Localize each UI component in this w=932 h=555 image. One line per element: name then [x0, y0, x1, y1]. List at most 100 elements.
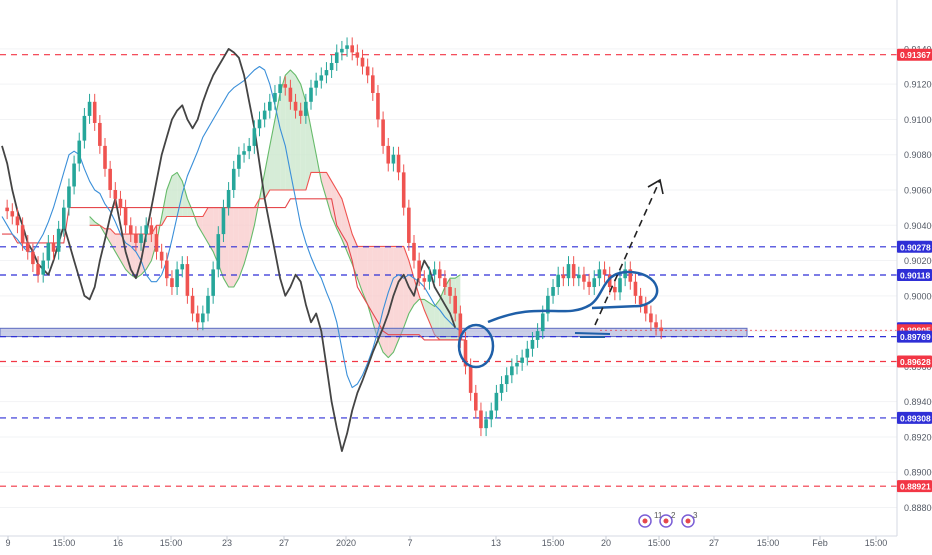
candle-body [221, 207, 226, 235]
price-badge-label: 0.90278 [900, 242, 931, 252]
forecast-path[interactable] [594, 179, 661, 326]
price-badge [897, 411, 932, 424]
candle-body [582, 274, 586, 282]
candle-body [437, 269, 442, 279]
candle-body [345, 45, 349, 49]
drawings [457, 178, 664, 369]
candle-body [365, 66, 370, 76]
candle-body [62, 207, 66, 229]
candle-body [530, 339, 535, 349]
candle-body [20, 225, 25, 243]
candle-body [278, 84, 282, 93]
candle-body [535, 331, 540, 340]
flag-event-dot-icon [663, 518, 669, 524]
candle-body [607, 274, 612, 288]
x-tick-label: 16 [113, 538, 123, 548]
candle-body [226, 190, 231, 208]
candle-body [334, 52, 339, 63]
wave-annotation[interactable] [487, 270, 659, 324]
candle-body [165, 260, 169, 279]
candle-body [159, 251, 164, 261]
candle-body [268, 101, 272, 111]
candle-body [98, 122, 102, 146]
candle-body [448, 287, 452, 296]
candle-body [407, 207, 411, 243]
candle-body [628, 269, 633, 282]
candle-body [489, 410, 494, 420]
cloud-segment [197, 216, 203, 235]
candle-body [654, 322, 658, 328]
candle-body [556, 274, 560, 288]
x-tick-label: 27 [279, 538, 289, 548]
candle-body [443, 278, 447, 288]
candle-body [371, 75, 375, 93]
candle-body [510, 366, 514, 376]
candle-body [571, 264, 576, 279]
candle-body [273, 92, 277, 102]
x-tick-label: 2020 [336, 538, 356, 548]
price-badge [897, 480, 932, 493]
cloud-segment [202, 207, 208, 243]
candle-body [103, 145, 107, 169]
candle-body [623, 269, 627, 279]
candle-body [309, 87, 313, 102]
cloud-segment [280, 75, 286, 190]
x-tick-label: 27 [709, 538, 719, 548]
candle-body [51, 242, 56, 252]
candle-body [247, 145, 251, 152]
candle-body [149, 225, 154, 235]
candle-body [474, 392, 478, 411]
candle-body [108, 168, 112, 190]
event-count-b: 2 [671, 511, 676, 520]
candle-body [386, 145, 391, 164]
circle-annotation[interactable] [457, 323, 495, 369]
x-tick-label: 15:00 [865, 538, 888, 548]
candle-body [170, 278, 174, 288]
cloud-segment [110, 228, 116, 252]
economic-events[interactable]: 11 2 3 [638, 511, 698, 528]
x-tick-label: 23 [222, 538, 232, 548]
candle-body [10, 211, 15, 217]
candle-body [417, 260, 421, 279]
candle-body [206, 295, 210, 314]
candle-body [360, 57, 365, 67]
candle-body [31, 251, 35, 265]
cloud-segment [269, 119, 275, 190]
candle-body [649, 313, 653, 323]
candle-body [633, 281, 638, 296]
candle-body [288, 87, 293, 102]
candle-body [180, 264, 185, 270]
cloud-segment [264, 145, 270, 199]
x-tick-label: 20 [601, 538, 611, 548]
support-zone-rect[interactable] [0, 327, 748, 338]
price-badge-label: 0.89628 [900, 357, 931, 367]
candle-body [195, 313, 200, 323]
candle-body [432, 269, 437, 275]
arrow-annotation[interactable] [574, 332, 611, 338]
x-tick-label: 9 [5, 538, 10, 548]
price-badge-label: 0.88921 [900, 482, 931, 492]
price-badge-label: 0.89769 [900, 332, 931, 342]
flag-event-dot-icon [642, 518, 648, 524]
cloud-segment [295, 75, 301, 190]
candle-body [638, 295, 643, 305]
candle-body [566, 264, 571, 279]
candle-body [72, 163, 76, 187]
candle-body [77, 140, 82, 164]
candle-body [540, 313, 545, 332]
candle-body [592, 278, 597, 288]
candle-body [92, 101, 97, 123]
cloud-segment [398, 246, 404, 340]
cloud-segment [238, 207, 245, 279]
cloud-segment [424, 299, 430, 323]
candle-body [134, 234, 138, 243]
candle-body [123, 207, 128, 226]
candle-body [25, 242, 30, 252]
x-tick-label: 13 [491, 538, 501, 548]
axes [0, 0, 898, 537]
